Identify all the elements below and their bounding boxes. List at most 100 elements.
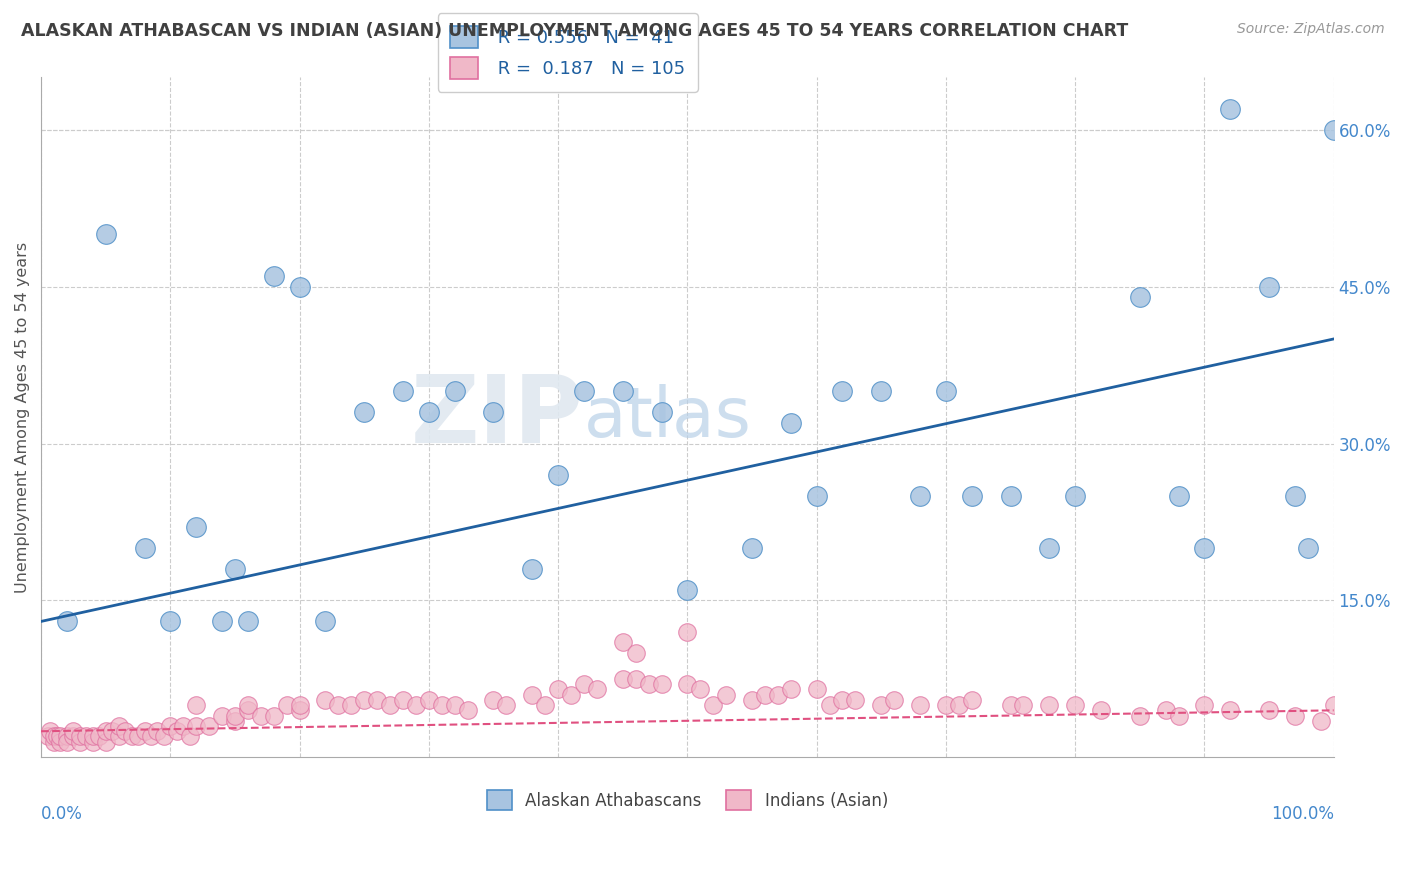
Point (1258, 279, 1281, 293)
Point (392, 693, 415, 707)
Point (179, 730, 201, 744)
Point (766, 688, 789, 702)
Point (263, 269, 285, 284)
Point (69, 735, 91, 749)
Text: ALASKAN ATHABASCAN VS INDIAN (ASIAN) UNEMPLOYMENT AMONG AGES 45 TO 54 YEARS CORR: ALASKAN ATHABASCAN VS INDIAN (ASIAN) UNE… (21, 22, 1129, 40)
Point (405, 698, 427, 712)
Point (935, 384, 957, 399)
Point (676, 582, 699, 597)
Point (236, 615, 259, 629)
Point (49, 730, 72, 744)
Point (572, 384, 595, 399)
Point (1258, 703, 1281, 717)
Point (1219, 703, 1241, 717)
Point (107, 730, 129, 744)
Point (69, 730, 91, 744)
Point (960, 489, 983, 503)
Point (56, 730, 79, 744)
Point (1064, 489, 1087, 503)
Point (392, 384, 415, 399)
Point (62, 730, 84, 744)
Point (443, 698, 465, 712)
Point (166, 724, 188, 739)
Point (288, 703, 311, 717)
Point (651, 405, 673, 419)
Point (159, 615, 181, 629)
Point (56, 615, 79, 629)
Point (139, 730, 162, 744)
Point (127, 730, 149, 744)
Point (56, 735, 79, 749)
Point (314, 693, 336, 707)
Point (1219, 102, 1241, 116)
Point (637, 677, 659, 691)
Point (134, 724, 156, 739)
Point (186, 698, 208, 712)
Point (121, 730, 143, 744)
Point (186, 520, 208, 534)
Point (1296, 541, 1319, 556)
Point (236, 698, 259, 712)
Point (1038, 541, 1060, 556)
Point (101, 724, 124, 739)
Text: atlas: atlas (583, 384, 752, 451)
Point (908, 698, 931, 712)
Point (224, 714, 246, 728)
Point (1038, 698, 1060, 712)
Point (870, 384, 893, 399)
Point (702, 698, 724, 712)
Point (49, 735, 72, 749)
Point (366, 693, 388, 707)
Point (418, 693, 440, 707)
Point (651, 677, 673, 691)
Point (314, 615, 336, 629)
Point (224, 562, 246, 576)
Point (288, 279, 311, 293)
Point (870, 698, 893, 712)
Point (42, 735, 65, 749)
Point (831, 384, 853, 399)
Point (806, 682, 828, 697)
Point (224, 708, 246, 723)
Point (779, 682, 801, 697)
Point (612, 672, 634, 686)
Point (39, 724, 62, 739)
Point (89, 730, 111, 744)
Point (211, 708, 233, 723)
Point (676, 677, 699, 691)
Point (1323, 698, 1346, 712)
Point (236, 703, 259, 717)
Point (779, 416, 801, 430)
Point (328, 698, 350, 712)
Point (153, 730, 176, 744)
Point (1284, 489, 1306, 503)
Point (560, 688, 582, 702)
Point (211, 615, 233, 629)
Point (340, 698, 363, 712)
Point (198, 719, 221, 733)
Point (94, 724, 117, 739)
Point (831, 693, 853, 707)
Point (263, 708, 285, 723)
Point (418, 405, 440, 419)
Point (1194, 698, 1216, 712)
Point (114, 724, 136, 739)
Point (624, 672, 647, 686)
Point (430, 698, 453, 712)
Point (443, 384, 465, 399)
Point (482, 693, 505, 707)
Point (378, 698, 401, 712)
Point (1284, 708, 1306, 723)
Point (1323, 122, 1346, 136)
Point (159, 719, 181, 733)
Point (495, 698, 517, 712)
Text: Source: ZipAtlas.com: Source: ZipAtlas.com (1237, 22, 1385, 37)
Point (522, 688, 544, 702)
Point (818, 698, 841, 712)
Point (754, 688, 776, 702)
Point (883, 693, 905, 707)
Point (186, 719, 208, 733)
Point (572, 677, 595, 691)
Point (689, 682, 711, 697)
Point (612, 384, 634, 399)
